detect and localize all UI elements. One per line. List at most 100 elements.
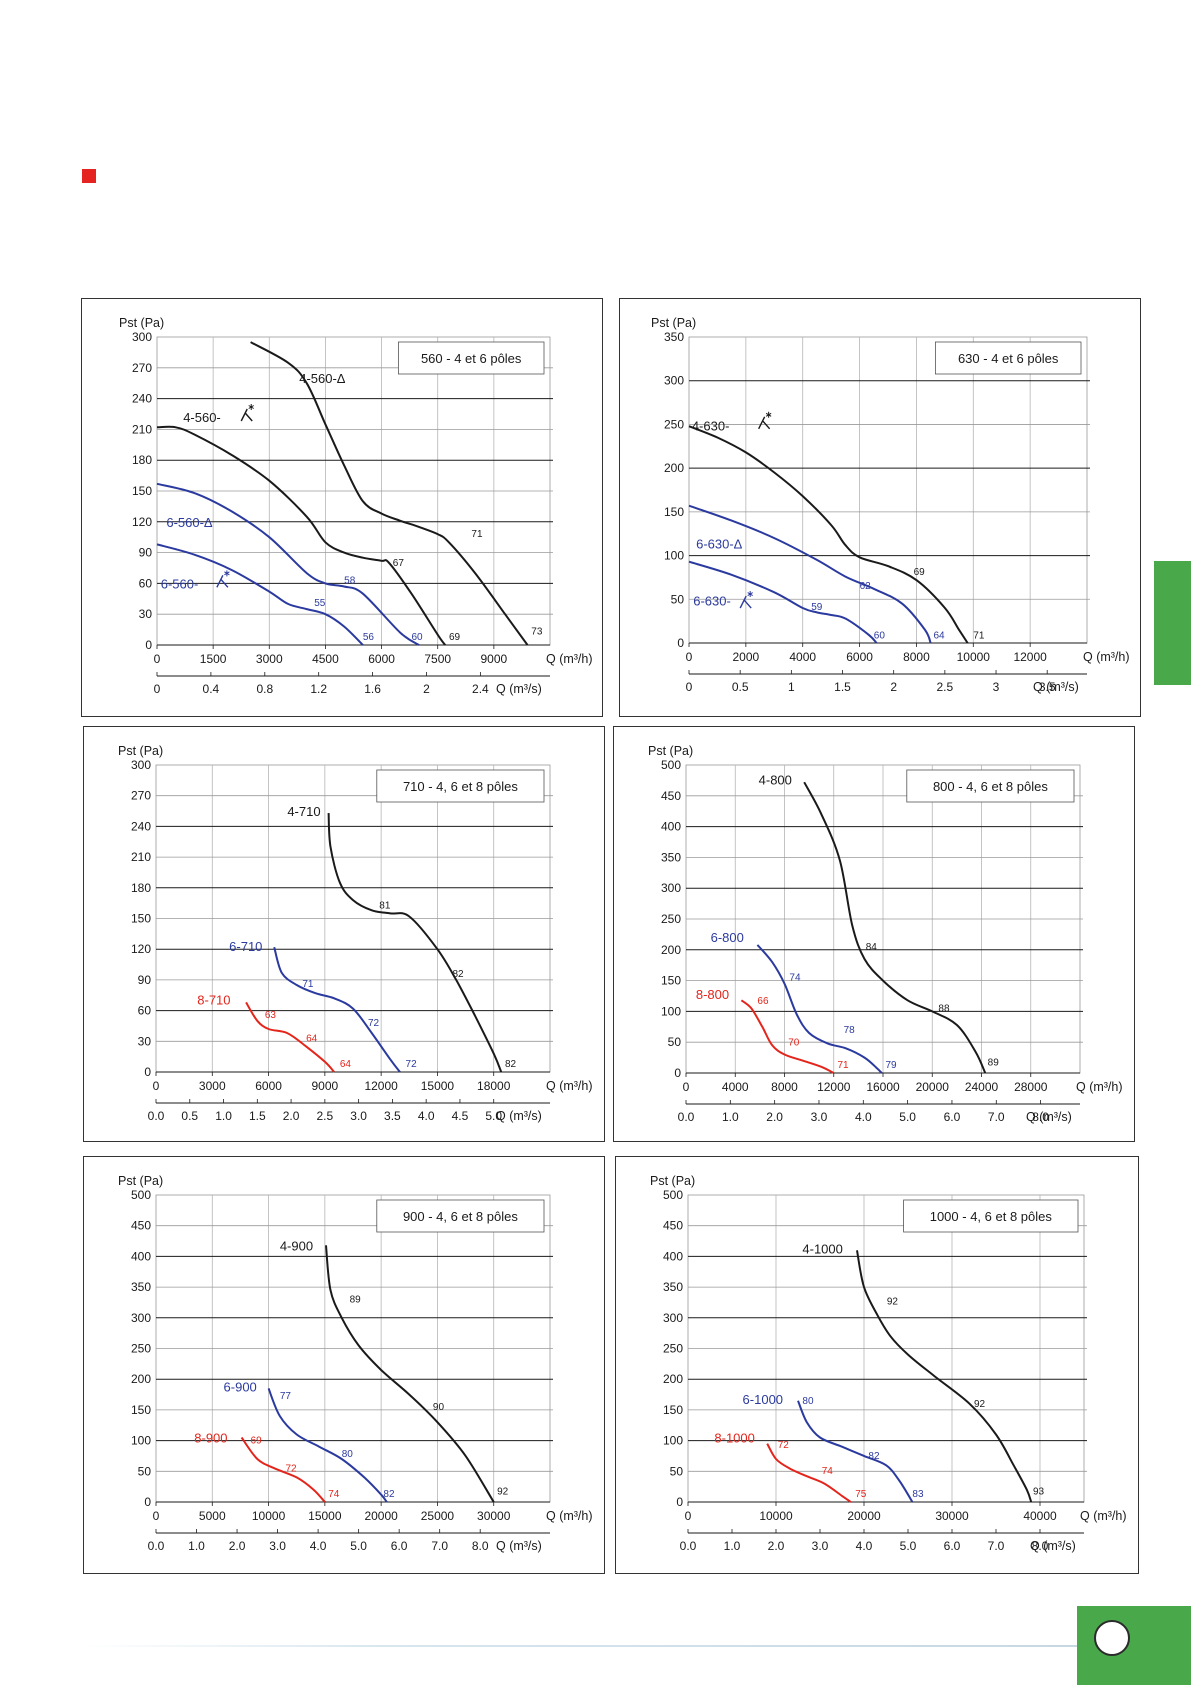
x-tick-label: 16000 [866, 1080, 900, 1094]
curve-annotation: 74 [789, 973, 801, 984]
x-tick-label: 5000 [199, 1509, 226, 1523]
series-line-8-800 [740, 999, 835, 1074]
asterisk-icon [224, 570, 230, 577]
x2-tick-label: 0.4 [203, 682, 220, 696]
x-tick-label: 9000 [312, 1079, 339, 1093]
curve-annotation: 80 [342, 1449, 354, 1460]
y-tick-label: 50 [138, 1464, 152, 1478]
series-label: 4-800 [759, 773, 792, 788]
x2-tick-label: 2.5 [317, 1109, 334, 1123]
series-label: 8-800 [696, 987, 729, 1002]
curve-annotation: 75 [855, 1489, 867, 1500]
x2-tick-label: 0.8 [256, 682, 273, 696]
curve-annotation: 63 [265, 1010, 277, 1021]
y-tick-label: 0 [144, 1065, 151, 1079]
curve-annotation: 72 [406, 1059, 418, 1070]
curve-annotation: 92 [887, 1296, 899, 1307]
x2-tick-label: 8.0 [1032, 1539, 1049, 1553]
y-tick-label: 270 [132, 361, 152, 375]
y-tick-label: 30 [138, 1034, 152, 1048]
star-connection-icon [240, 408, 253, 422]
series-line-8-1000 [766, 1443, 852, 1503]
x2-tick-label: 2 [890, 680, 897, 694]
y-tick-label: 350 [663, 1280, 683, 1294]
curve-annotation: 71 [973, 631, 985, 642]
series-line-6-560-Δ [156, 482, 420, 646]
x2-tick-label: 1.0 [724, 1539, 741, 1553]
curve-annotation: 80 [802, 1396, 814, 1407]
curve-annotation: 67 [393, 558, 405, 569]
series-label: 8-710 [197, 992, 230, 1007]
x-tick-label: 8000 [903, 650, 930, 664]
curve-annotation: 58 [344, 575, 356, 586]
x2-tick-label: 3.0 [812, 1539, 829, 1553]
y-tick-label: 0 [674, 1066, 681, 1080]
y-tick-label: 300 [664, 374, 684, 388]
x2-tick-label: 5.0 [350, 1539, 367, 1553]
x2-tick-label: 0.0 [678, 1110, 695, 1124]
series-label: 6-1000 [743, 1392, 783, 1407]
x2-tick-label: 5.0 [485, 1109, 502, 1123]
x2-tick-label: 0.5 [732, 680, 749, 694]
curve-annotation: 82 [505, 1059, 517, 1070]
series-line-4-630-Y [688, 425, 969, 644]
curve-annotation: 89 [988, 1058, 1000, 1069]
x2-tick-label: 3 [993, 680, 1000, 694]
curve-annotation: 64 [340, 1059, 352, 1070]
x2-tick-label: 0.0 [148, 1109, 165, 1123]
y-tick-label: 0 [676, 1495, 683, 1509]
y-tick-label: 400 [131, 1249, 151, 1263]
x-tick-label: 1500 [200, 652, 227, 666]
y-tick-label: 300 [661, 881, 681, 895]
x2-tick-label: 2.4 [472, 682, 489, 696]
x2-axis-label: Q (m³/s) [1026, 1110, 1072, 1124]
y-tick-label: 300 [132, 330, 152, 344]
chart-panel-710: 0 30 60 90 120 150 180 210 240 270 300 Pst (Pa) 0 300… [83, 726, 605, 1142]
chart-title-box [376, 769, 545, 803]
section-marker [82, 169, 96, 183]
series-line-4-710 [327, 813, 503, 1073]
curve-annotation: 64 [933, 631, 945, 642]
x-tick-label: 20000 [916, 1080, 950, 1094]
y-tick-label: 250 [663, 1342, 683, 1356]
y-tick-label: 150 [132, 484, 152, 498]
side-tab [1154, 561, 1191, 685]
y-tick-label: 120 [131, 942, 151, 956]
y-tick-label: 450 [661, 789, 681, 803]
y-tick-label: 400 [663, 1249, 683, 1263]
y-tick-label: 210 [132, 422, 152, 436]
y-tick-label: 300 [131, 1311, 151, 1325]
curve-annotation: 69 [251, 1436, 263, 1447]
chart-title: 630 - 4 et 6 pôles [958, 351, 1059, 366]
y-tick-label: 450 [131, 1219, 151, 1233]
x2-tick-label: 2.0 [768, 1539, 785, 1553]
x2-tick-label: 4.0 [418, 1109, 435, 1123]
y-tick-label: 500 [131, 1188, 151, 1202]
series-label: 6-710 [229, 939, 262, 954]
x-tick-label: 4000 [722, 1080, 749, 1094]
curve-annotation: 73 [531, 627, 543, 638]
y-tick-label: 500 [661, 758, 681, 772]
series-label: 4-630- [692, 419, 730, 434]
y-tick-label: 150 [131, 912, 151, 926]
x-tick-label: 15000 [421, 1079, 455, 1093]
series-label: 4-560- [183, 410, 221, 425]
x2-axis-label: Q (m³/s) [496, 1109, 542, 1123]
series-label: 6-630-Δ [696, 537, 743, 552]
series-line-8-710 [245, 1001, 335, 1073]
curve-annotation: 93 [1033, 1487, 1045, 1498]
x2-tick-label: 6.0 [944, 1539, 961, 1553]
x2-tick-label: 0 [154, 682, 161, 696]
y-tick-label: 350 [664, 330, 684, 344]
chart-title-box [934, 341, 1082, 375]
x2-tick-label: 8.0 [472, 1539, 489, 1553]
y-tick-label: 350 [661, 850, 681, 864]
curve-annotation: 90 [433, 1402, 445, 1413]
y-axis-label: Pst (Pa) [648, 744, 693, 758]
x2-tick-label: 3.0 [811, 1110, 828, 1124]
chart-title: 1000 - 4, 6 et 8 pôles [930, 1209, 1053, 1224]
x2-tick-label: 0.0 [680, 1539, 697, 1553]
curve-annotation: 66 [757, 996, 769, 1007]
